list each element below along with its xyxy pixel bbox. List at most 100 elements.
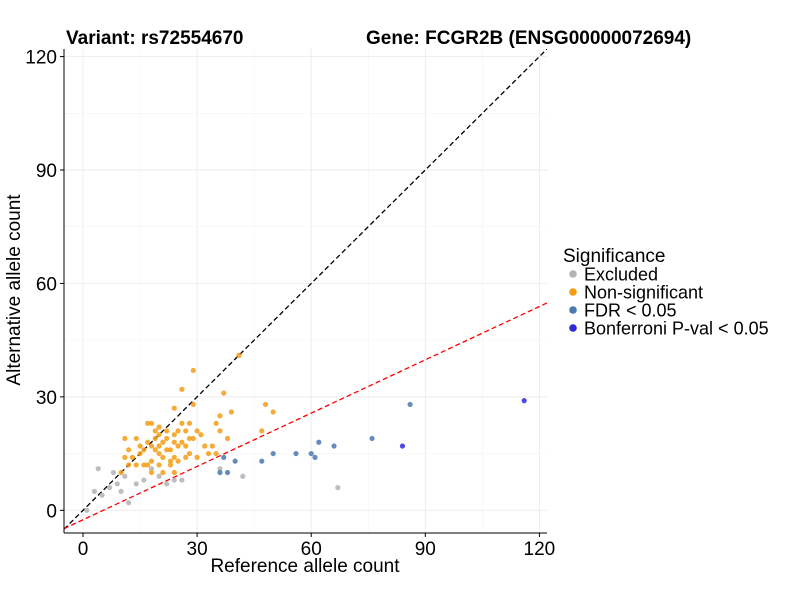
point-non-significant bbox=[126, 447, 132, 453]
x-tick-label: 90 bbox=[415, 539, 436, 560]
legend-key-excluded bbox=[569, 270, 577, 278]
point-non-significant bbox=[205, 450, 212, 457]
point-fdr-0-05 bbox=[316, 439, 322, 445]
point-non-significant bbox=[175, 458, 181, 464]
point-non-significant bbox=[179, 386, 185, 392]
point-excluded bbox=[335, 485, 341, 491]
point-fdr-0-05 bbox=[407, 401, 413, 408]
point-non-significant bbox=[171, 432, 177, 438]
point-non-significant bbox=[133, 435, 139, 442]
point-non-significant bbox=[148, 443, 155, 449]
point-non-significant bbox=[160, 469, 166, 476]
point-non-significant bbox=[236, 352, 242, 358]
point-non-significant bbox=[217, 413, 223, 419]
axes: 0 30 60 90 120 0 30 60 90 120 bbox=[25, 48, 555, 560]
legend-key-fdr-0-05 bbox=[569, 306, 577, 314]
y-tick-label: 30 bbox=[36, 388, 57, 409]
point-non-significant bbox=[152, 428, 158, 434]
point-non-significant bbox=[175, 443, 181, 449]
point-non-significant bbox=[145, 462, 151, 468]
legend-key-bonferroni-p-val-0-05 bbox=[569, 324, 577, 332]
legend-key-non-significant bbox=[569, 288, 577, 296]
point-non-significant bbox=[213, 450, 219, 457]
legend-label-non-significant: Non-significant bbox=[584, 283, 703, 303]
point-fdr-0-05 bbox=[293, 450, 299, 457]
point-non-significant bbox=[183, 443, 189, 449]
point-non-significant bbox=[175, 428, 181, 434]
point-non-significant bbox=[190, 367, 196, 374]
point-non-significant bbox=[186, 420, 193, 426]
point-non-significant bbox=[164, 428, 170, 434]
point-non-significant bbox=[122, 435, 128, 442]
point-non-significant bbox=[221, 390, 227, 396]
point-non-significant bbox=[145, 439, 151, 445]
point-excluded bbox=[95, 466, 101, 472]
point-non-significant bbox=[179, 439, 185, 445]
point-non-significant bbox=[202, 443, 208, 449]
point-non-significant bbox=[217, 428, 223, 434]
point-non-significant bbox=[122, 454, 128, 460]
point-excluded bbox=[91, 488, 98, 495]
point-fdr-0-05 bbox=[221, 454, 227, 460]
point-non-significant bbox=[167, 447, 174, 453]
point-non-significant bbox=[164, 435, 170, 442]
point-non-significant bbox=[179, 420, 185, 426]
point-non-significant bbox=[198, 432, 204, 438]
point-non-significant bbox=[141, 447, 147, 453]
point-excluded bbox=[107, 485, 113, 491]
point-fdr-0-05 bbox=[217, 469, 223, 476]
fit-reference-line bbox=[64, 302, 547, 530]
point-non-significant bbox=[194, 428, 200, 434]
point-excluded bbox=[133, 481, 139, 487]
point-bonferroni-p-val-0-05 bbox=[399, 443, 406, 449]
point-non-significant bbox=[183, 454, 189, 460]
point-non-significant bbox=[167, 458, 174, 464]
y-tick-label: 120 bbox=[25, 48, 57, 69]
point-non-significant bbox=[156, 424, 162, 430]
point-excluded bbox=[84, 507, 90, 513]
point-non-significant bbox=[148, 458, 155, 464]
point-fdr-0-05 bbox=[312, 454, 318, 460]
point-non-significant bbox=[129, 454, 136, 460]
point-non-significant bbox=[160, 439, 166, 445]
point-fdr-0-05 bbox=[259, 458, 265, 464]
identity-reference-line bbox=[64, 49, 547, 530]
point-non-significant bbox=[228, 409, 234, 415]
point-non-significant bbox=[171, 405, 177, 411]
point-bonferroni-p-val-0-05 bbox=[521, 398, 527, 404]
point-non-significant bbox=[209, 443, 215, 449]
chart-title-variant: Variant: rs72554670 bbox=[66, 28, 243, 49]
point-non-significant bbox=[262, 401, 269, 408]
point-non-significant bbox=[213, 420, 219, 426]
point-fdr-0-05 bbox=[232, 458, 238, 464]
y-tick-label: 90 bbox=[36, 161, 57, 182]
point-non-significant bbox=[152, 447, 158, 453]
point-non-significant bbox=[270, 409, 276, 415]
point-non-significant bbox=[224, 435, 231, 442]
point-non-significant bbox=[145, 420, 151, 426]
point-non-significant bbox=[190, 435, 196, 442]
point-non-significant bbox=[190, 401, 196, 408]
point-non-significant bbox=[160, 454, 166, 460]
point-excluded bbox=[148, 466, 155, 472]
point-non-significant bbox=[194, 454, 200, 460]
point-non-significant bbox=[152, 435, 158, 442]
point-non-significant bbox=[186, 450, 193, 457]
x-axis-title: Reference allele count bbox=[210, 556, 400, 577]
point-fdr-0-05 bbox=[308, 450, 314, 457]
point-non-significant bbox=[183, 428, 189, 434]
point-excluded bbox=[114, 481, 120, 487]
point-excluded bbox=[118, 488, 124, 495]
point-non-significant bbox=[133, 462, 139, 468]
point-non-significant bbox=[156, 432, 162, 438]
point-excluded bbox=[141, 477, 147, 483]
point-excluded bbox=[179, 477, 185, 483]
point-non-significant bbox=[148, 469, 155, 476]
point-non-significant bbox=[167, 462, 174, 468]
point-non-significant bbox=[164, 447, 170, 453]
point-excluded bbox=[126, 500, 132, 506]
point-non-significant bbox=[137, 443, 143, 449]
point-non-significant bbox=[126, 462, 132, 468]
point-non-significant bbox=[137, 450, 143, 457]
